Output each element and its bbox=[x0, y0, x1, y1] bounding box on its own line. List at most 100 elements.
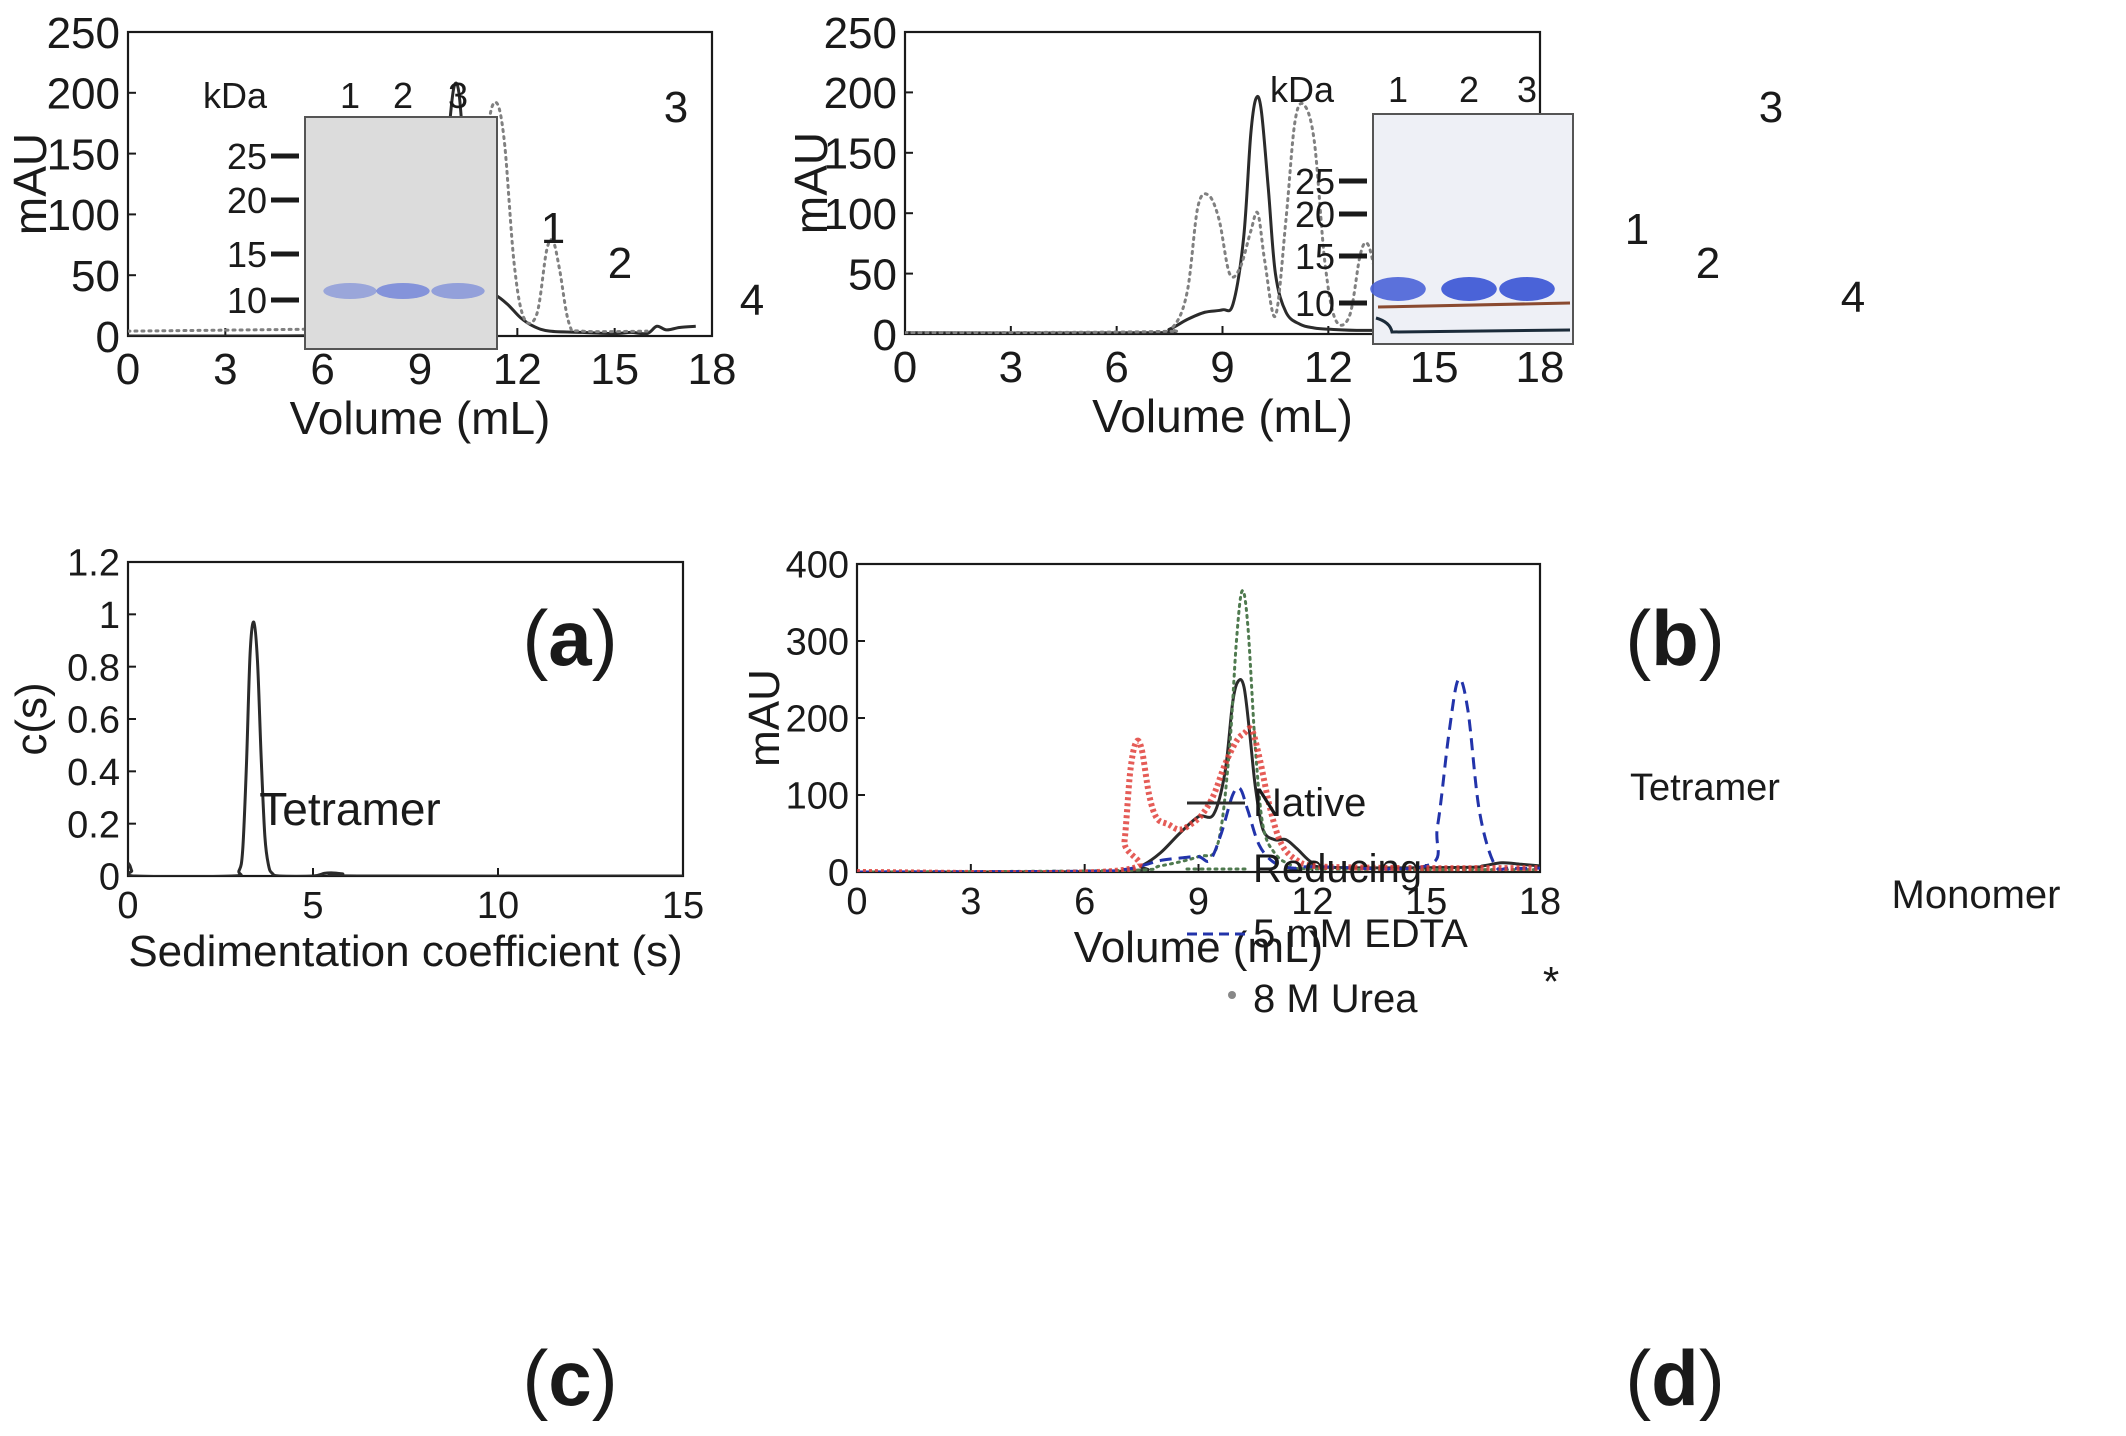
y-axis-title: mAU bbox=[4, 133, 56, 235]
peak-label: 4 bbox=[740, 276, 764, 325]
y-tick-label: 200 bbox=[786, 699, 849, 741]
legend-label: 5 mM EDTA bbox=[1253, 912, 1468, 956]
y-tick-label: 150 bbox=[47, 130, 120, 179]
gel-marker-label: 15 bbox=[227, 234, 267, 275]
plot-frame bbox=[855, 562, 1542, 874]
y-tick-label: 50 bbox=[848, 250, 897, 299]
x-tick-label: 9 bbox=[408, 345, 432, 394]
gel-marker-label: 10 bbox=[1295, 283, 1335, 324]
y-tick-label: 400 bbox=[786, 545, 849, 587]
y-tick-label: 0 bbox=[99, 857, 120, 899]
x-tick-label: 0 bbox=[116, 345, 140, 394]
gel-artifact-line bbox=[1375, 316, 1571, 334]
gel-band bbox=[1441, 277, 1497, 301]
gel-band bbox=[1499, 277, 1555, 301]
peak-label: * bbox=[1543, 958, 1559, 1005]
peak-label: Tetramer bbox=[1630, 767, 1780, 809]
x-tick-label: 12 bbox=[493, 345, 542, 394]
x-tick-label: 15 bbox=[1405, 881, 1447, 923]
y-tick-label: 0.4 bbox=[67, 752, 120, 794]
y-tick-label: 200 bbox=[824, 69, 897, 118]
x-tick-label: 3 bbox=[213, 345, 237, 394]
peak-label: 2 bbox=[1696, 239, 1720, 288]
x-tick-label: 0 bbox=[893, 343, 917, 392]
x-axis-title: Volume (mL) bbox=[1092, 390, 1353, 442]
legend-swatch bbox=[1228, 991, 1236, 999]
peak-label: Tetramer bbox=[259, 783, 440, 835]
legend-label: Reducing bbox=[1253, 847, 1422, 891]
x-tick-label: 0 bbox=[846, 881, 867, 923]
series-line-8-m-urea bbox=[857, 725, 1540, 872]
panel-label-a: (a) bbox=[522, 594, 617, 682]
panel-c: 0 5 10 15 0 0.2 0.4 0.6 0.8 1 1.2 Sedimentation coe… bbox=[7, 543, 704, 976]
gel-band bbox=[376, 283, 430, 299]
y-tick-label: 0 bbox=[873, 311, 897, 360]
gel-unit-label: kDa bbox=[1270, 69, 1335, 110]
y-tick-label: 1 bbox=[99, 595, 120, 637]
x-tick-label: 15 bbox=[662, 885, 704, 927]
y-axis-title: mAU bbox=[785, 132, 837, 234]
x-axis-title: Volume (mL) bbox=[290, 392, 551, 444]
x-tick-label: 6 bbox=[310, 345, 334, 394]
panel-d: 0 3 6 9 12 15 18 0 100 200 300 400 Volume (mL) mAU Tet… bbox=[740, 545, 2060, 1021]
y-tick-label: 100 bbox=[824, 190, 897, 239]
gel-image bbox=[1372, 113, 1574, 345]
y-tick-label: 50 bbox=[71, 252, 120, 301]
peak-label: 4 bbox=[1841, 273, 1865, 322]
x-axis-title: Volume (mL) bbox=[1074, 923, 1323, 972]
series-line-c-s- bbox=[128, 620, 683, 876]
x-tick-label: 18 bbox=[1519, 881, 1561, 923]
gel-band bbox=[431, 283, 485, 299]
x-tick-label: 12 bbox=[1304, 343, 1353, 392]
peak-label: 2 bbox=[608, 239, 632, 288]
y-tick-label: 0.2 bbox=[67, 804, 120, 846]
peak-label: 3 bbox=[664, 83, 688, 132]
x-tick-label: 0 bbox=[117, 885, 138, 927]
gel-marker-label: 10 bbox=[227, 280, 267, 321]
y-tick-label: 100 bbox=[47, 191, 120, 240]
y-tick-label: 250 bbox=[47, 9, 120, 58]
x-tick-label: 18 bbox=[688, 345, 737, 394]
x-tick-label: 3 bbox=[960, 881, 981, 923]
gel-lane-label: 3 bbox=[1517, 69, 1537, 110]
gel-lane-label: 2 bbox=[393, 75, 413, 116]
x-tick-label: 5 bbox=[302, 885, 323, 927]
x-tick-label: 18 bbox=[1516, 343, 1565, 392]
gel-lane-label: 1 bbox=[340, 75, 360, 116]
x-tick-label: 15 bbox=[590, 345, 639, 394]
gel-unit-label: kDa bbox=[203, 75, 268, 116]
y-tick-label: 300 bbox=[786, 622, 849, 664]
x-tick-label: 15 bbox=[1410, 343, 1459, 392]
y-tick-label: 250 bbox=[824, 9, 897, 58]
gel-marker-label: 15 bbox=[1295, 236, 1335, 277]
peak-label: 1 bbox=[1625, 205, 1649, 254]
y-axis-title: c(s) bbox=[7, 682, 56, 755]
x-tick-label: 6 bbox=[1104, 343, 1128, 392]
y-tick-label: 200 bbox=[47, 70, 120, 119]
y-tick-label: 1.2 bbox=[67, 543, 120, 585]
x-axis-title: Sedimentation coefficient (s) bbox=[128, 927, 682, 976]
y-axis-title: mAU bbox=[740, 669, 789, 767]
panel-label-d: (d) bbox=[1625, 1334, 1725, 1422]
series-line-reducing bbox=[857, 589, 1540, 872]
x-tick-label: 3 bbox=[999, 343, 1023, 392]
series-line-native bbox=[857, 678, 1540, 872]
gel-lane-label: 2 bbox=[1459, 69, 1479, 110]
panel-label-b: (b) bbox=[1625, 594, 1725, 682]
x-tick-label: 9 bbox=[1210, 343, 1234, 392]
gel-lane-label: 3 bbox=[448, 75, 468, 116]
gel-band bbox=[323, 283, 377, 299]
x-tick-label: 9 bbox=[1188, 881, 1209, 923]
gel-image bbox=[304, 116, 498, 350]
peak-label: 1 bbox=[541, 204, 565, 253]
series-line-5-mm-edta bbox=[857, 677, 1540, 872]
peak-label: Monomer bbox=[1892, 873, 2061, 917]
peak-label: 3 bbox=[1759, 83, 1783, 132]
legend-label: 8 M Urea bbox=[1253, 977, 1418, 1021]
y-tick-label: 100 bbox=[786, 776, 849, 818]
series-line-standards bbox=[905, 101, 1471, 334]
gel-marker-label: 25 bbox=[1295, 161, 1335, 202]
